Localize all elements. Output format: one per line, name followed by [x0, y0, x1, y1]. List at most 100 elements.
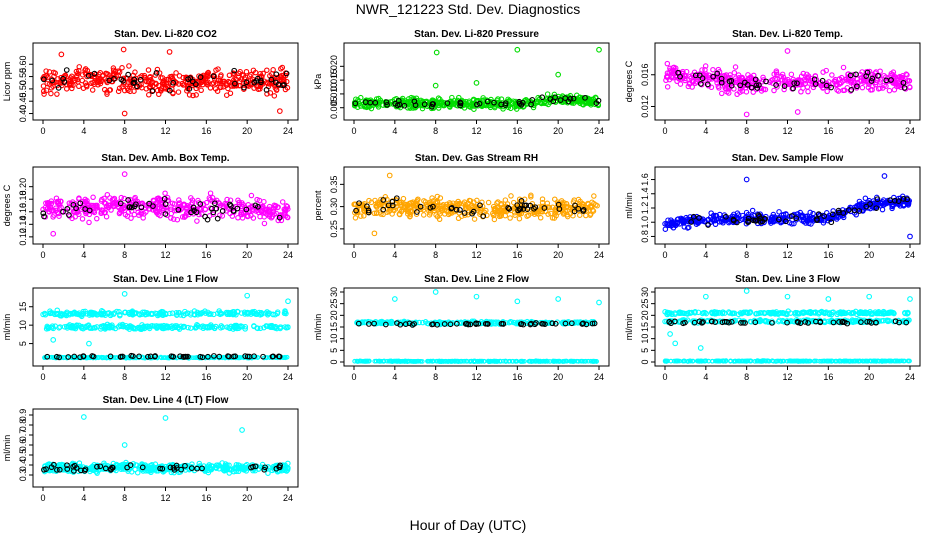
data-point: [708, 84, 715, 91]
data-point: [104, 191, 111, 198]
data-point: [85, 72, 92, 79]
x-tick-label: 4: [392, 250, 397, 260]
data-point: [239, 71, 245, 78]
data-point: [794, 109, 801, 115]
data-point: [43, 87, 50, 94]
data-point: [737, 82, 744, 89]
data-point: [516, 215, 523, 222]
x-tick-label: 12: [782, 250, 792, 260]
x-tick-label: 4: [81, 250, 86, 260]
data-point: [103, 213, 110, 220]
data-point: [718, 90, 725, 97]
data-point: [552, 94, 559, 101]
y-tick-label: 0.14: [18, 216, 28, 234]
data-points: [662, 288, 913, 364]
data-point: [880, 85, 886, 91]
data-point: [577, 212, 583, 218]
data-point: [137, 76, 144, 83]
data-point: [231, 80, 238, 87]
y-tick-label: 0.005: [329, 96, 339, 119]
x-tick-label: 12: [782, 372, 792, 382]
data-point: [576, 94, 582, 101]
data-point: [248, 192, 255, 199]
data-point: [69, 85, 75, 92]
data-point: [174, 216, 181, 223]
data-point: [582, 94, 588, 101]
data-point: [710, 358, 715, 364]
data-point: [436, 100, 443, 106]
data-point: [881, 82, 887, 89]
y-tick-label: 0.50: [18, 80, 28, 98]
data-point: [56, 213, 62, 219]
y-tick-label: 0.12: [18, 228, 28, 246]
data-point: [168, 215, 174, 221]
data-point: [824, 88, 830, 95]
data-point: [778, 73, 784, 80]
x-tick-label: 4: [703, 126, 708, 136]
data-point: [864, 358, 870, 364]
data-point: [748, 84, 755, 91]
data-point: [220, 78, 226, 85]
data-point: [674, 358, 680, 364]
data-point: [715, 83, 722, 89]
data-point: [557, 97, 564, 103]
data-point: [46, 69, 53, 75]
data-point: [551, 91, 558, 98]
data-point: [120, 46, 127, 53]
data-point: [505, 96, 511, 103]
data-point: [812, 73, 819, 79]
data-point: [247, 77, 254, 83]
data-point: [121, 87, 128, 94]
y-axis-label: percent: [313, 190, 323, 221]
data-point: [840, 64, 847, 71]
y-axis-label: degrees C: [2, 184, 12, 226]
data-point: [76, 68, 82, 74]
data-point: [533, 100, 539, 106]
y-tick-label: 0.16: [18, 203, 28, 221]
data-point: [400, 195, 407, 202]
data-points: [351, 172, 600, 237]
y-axis-label: degrees C: [624, 60, 634, 102]
x-tick-label: 8: [433, 126, 438, 136]
data-point: [564, 99, 571, 106]
data-point: [675, 69, 682, 76]
data-point: [433, 49, 440, 56]
data-point: [79, 72, 86, 78]
data-point: [869, 75, 876, 82]
data-point: [731, 69, 738, 76]
data-point: [158, 354, 164, 360]
data-point: [899, 75, 906, 81]
chart-panel-3: Stan. Dev. Li-820 Temp.degrees C0.0120.0…: [624, 29, 921, 136]
y-axis-label: ml/min: [624, 192, 634, 219]
data-point: [879, 206, 886, 213]
data-point: [498, 96, 505, 102]
data-point: [82, 196, 88, 203]
data-point: [514, 46, 521, 53]
y-tick-label: 5: [18, 341, 28, 346]
data-points: [40, 290, 291, 361]
data-points: [662, 173, 913, 240]
plot-frame: [654, 287, 921, 367]
data-point: [175, 89, 182, 95]
data-point: [50, 337, 57, 343]
data-point: [104, 91, 110, 97]
data-point: [250, 215, 257, 221]
data-point: [570, 95, 577, 102]
data-point: [48, 85, 55, 91]
data-point: [510, 359, 515, 364]
data-point: [507, 215, 513, 221]
data-point: [139, 84, 145, 91]
panel-title: Stan. Dev. Line 2 Flow: [424, 274, 529, 285]
data-point: [352, 100, 359, 107]
x-tick-label: 20: [553, 250, 563, 260]
data-point: [48, 90, 54, 97]
data-point: [447, 100, 453, 107]
data-point: [58, 51, 65, 58]
data-point: [50, 79, 57, 85]
data-point: [886, 87, 893, 94]
data-point: [104, 78, 110, 84]
data-point: [781, 83, 788, 89]
data-point: [784, 48, 791, 54]
data-point: [122, 211, 129, 218]
page-title: NWR_121223 Std. Dev. Diagnostics: [355, 1, 581, 17]
